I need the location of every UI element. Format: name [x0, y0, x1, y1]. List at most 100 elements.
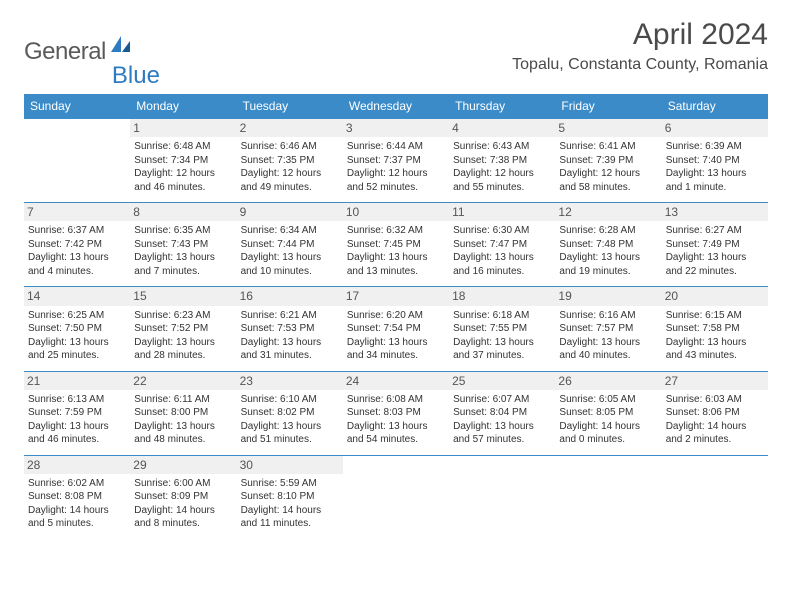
daylight-text: and 10 minutes.: [241, 265, 339, 279]
calendar-day-cell: 21Sunrise: 6:13 AMSunset: 7:59 PMDayligh…: [24, 371, 130, 455]
daylight-text: Daylight: 12 hours: [134, 167, 232, 181]
daylight-text: Daylight: 13 hours: [453, 336, 551, 350]
sunrise-text: Sunrise: 6:10 AM: [241, 393, 339, 407]
weekday-header: Sunday: [24, 94, 130, 119]
daylight-text: Daylight: 12 hours: [453, 167, 551, 181]
sunrise-text: Sunrise: 5:59 AM: [241, 477, 339, 491]
calendar-day-cell: 5Sunrise: 6:41 AMSunset: 7:39 PMDaylight…: [555, 119, 661, 203]
sunrise-text: Sunrise: 6:41 AM: [559, 140, 657, 154]
sunset-text: Sunset: 7:52 PM: [134, 322, 232, 336]
brand-name-blue: Blue: [112, 62, 160, 90]
sunrise-text: Sunrise: 6:25 AM: [28, 309, 126, 323]
calendar-day-cell: 20Sunrise: 6:15 AMSunset: 7:58 PMDayligh…: [662, 287, 768, 371]
day-number: 18: [449, 287, 555, 305]
daylight-text: and 0 minutes.: [559, 433, 657, 447]
sunrise-text: Sunrise: 6:03 AM: [666, 393, 764, 407]
daylight-text: Daylight: 13 hours: [28, 420, 126, 434]
calendar-body: 1Sunrise: 6:48 AMSunset: 7:34 PMDaylight…: [24, 119, 768, 539]
sunset-text: Sunset: 7:58 PM: [666, 322, 764, 336]
day-number: 22: [130, 372, 236, 390]
calendar-week-row: 7Sunrise: 6:37 AMSunset: 7:42 PMDaylight…: [24, 203, 768, 287]
day-number: 19: [555, 287, 661, 305]
weekday-header: Wednesday: [343, 94, 449, 119]
daylight-text: and 11 minutes.: [241, 517, 339, 531]
sunrise-text: Sunrise: 6:16 AM: [559, 309, 657, 323]
calendar-day-cell: 16Sunrise: 6:21 AMSunset: 7:53 PMDayligh…: [237, 287, 343, 371]
daylight-text: Daylight: 13 hours: [347, 420, 445, 434]
day-number: 17: [343, 287, 449, 305]
daylight-text: and 57 minutes.: [453, 433, 551, 447]
day-number: 3: [343, 119, 449, 137]
sunrise-text: Sunrise: 6:39 AM: [666, 140, 764, 154]
sunset-text: Sunset: 8:02 PM: [241, 406, 339, 420]
weekday-header: Friday: [555, 94, 661, 119]
daylight-text: and 58 minutes.: [559, 181, 657, 195]
daylight-text: Daylight: 14 hours: [134, 504, 232, 518]
sunrise-text: Sunrise: 6:21 AM: [241, 309, 339, 323]
sunset-text: Sunset: 8:09 PM: [134, 490, 232, 504]
daylight-text: and 8 minutes.: [134, 517, 232, 531]
daylight-text: and 48 minutes.: [134, 433, 232, 447]
calendar-table: SundayMondayTuesdayWednesdayThursdayFrid…: [24, 94, 768, 539]
daylight-text: and 46 minutes.: [134, 181, 232, 195]
day-number: 5: [555, 119, 661, 137]
daylight-text: and 2 minutes.: [666, 433, 764, 447]
sunset-text: Sunset: 7:50 PM: [28, 322, 126, 336]
daylight-text: Daylight: 12 hours: [559, 167, 657, 181]
calendar-day-cell: 19Sunrise: 6:16 AMSunset: 7:57 PMDayligh…: [555, 287, 661, 371]
day-number: 4: [449, 119, 555, 137]
day-number: 16: [237, 287, 343, 305]
calendar-week-row: 14 Sunrise: 6:25 AMSunset: 7:50 PM Dayligh…: [24, 287, 768, 371]
day-number: 28: [24, 456, 130, 474]
daylight-text: Daylight: 14 hours: [241, 504, 339, 518]
daylight-text: Daylight: 13 hours: [241, 420, 339, 434]
sunrise-text: Sunrise: 6:34 AM: [241, 224, 339, 238]
sunset-text: Sunset: 7:47 PM: [453, 238, 551, 252]
daylight-text: and 13 minutes.: [347, 265, 445, 279]
sunrise-text: Sunrise: 6:02 AM: [28, 477, 126, 491]
day-number: 30: [237, 456, 343, 474]
day-number: 29: [130, 456, 236, 474]
calendar-week-row: 1Sunrise: 6:48 AMSunset: 7:34 PMDaylight…: [24, 119, 768, 203]
sunset-text: Sunset: 8:03 PM: [347, 406, 445, 420]
daylight-text: Daylight: 13 hours: [134, 420, 232, 434]
daylight-text: Daylight: 13 hours: [347, 251, 445, 265]
sunset-text: Sunset: 7:49 PM: [666, 238, 764, 252]
day-number: 21: [24, 372, 130, 390]
day-number: 12: [555, 203, 661, 221]
calendar-day-cell: 15Sunrise: 6:23 AMSunset: 7:52 PMDayligh…: [130, 287, 236, 371]
sunrise-text: Sunrise: 6:37 AM: [28, 224, 126, 238]
calendar-day-cell: 13Sunrise: 6:27 AMSunset: 7:49 PMDayligh…: [662, 203, 768, 287]
page-header: General Blue April 2024 Topalu, Constant…: [0, 0, 792, 86]
sunrise-text: Sunrise: 6:11 AM: [134, 393, 232, 407]
sunrise-text: Sunrise: 6:20 AM: [347, 309, 445, 323]
calendar-day-cell: 11Sunrise: 6:30 AMSunset: 7:47 PMDayligh…: [449, 203, 555, 287]
calendar-day-cell: [662, 455, 768, 539]
sunset-text: Sunset: 7:57 PM: [559, 322, 657, 336]
calendar-day-cell: 3Sunrise: 6:44 AMSunset: 7:37 PMDaylight…: [343, 119, 449, 203]
sunset-text: Sunset: 7:34 PM: [134, 154, 232, 168]
day-number: 20: [662, 287, 768, 305]
day-number: 27: [662, 372, 768, 390]
sunset-text: Sunset: 7:54 PM: [347, 322, 445, 336]
daylight-text: Daylight: 13 hours: [666, 167, 764, 181]
daylight-text: and 54 minutes.: [347, 433, 445, 447]
sunrise-text: Sunrise: 6:15 AM: [666, 309, 764, 323]
calendar-day-cell: [449, 455, 555, 539]
sunrise-text: Sunrise: 6:07 AM: [453, 393, 551, 407]
calendar-day-cell: 29Sunrise: 6:00 AMSunset: 8:09 PMDayligh…: [130, 455, 236, 539]
daylight-text: and 34 minutes.: [347, 349, 445, 363]
calendar-day-cell: 8Sunrise: 6:35 AMSunset: 7:43 PMDaylight…: [130, 203, 236, 287]
daylight-text: Daylight: 13 hours: [453, 420, 551, 434]
calendar-week-row: 21Sunrise: 6:13 AMSunset: 7:59 PMDayligh…: [24, 371, 768, 455]
daylight-text: Daylight: 13 hours: [453, 251, 551, 265]
weekday-header: Tuesday: [237, 94, 343, 119]
brand-name-gray: General: [24, 38, 106, 66]
sunset-text: Sunset: 8:10 PM: [241, 490, 339, 504]
sunset-text: Sunset: 8:08 PM: [28, 490, 126, 504]
calendar-day-cell: 28 Sunrise: 6:02 AMSunset: 8:08 PMDayligh…: [24, 455, 130, 539]
daylight-text: and 52 minutes.: [347, 181, 445, 195]
daylight-text: Daylight: 14 hours: [28, 504, 126, 518]
brand-logo: General Blue: [24, 18, 160, 78]
day-number: 14: [24, 287, 130, 305]
